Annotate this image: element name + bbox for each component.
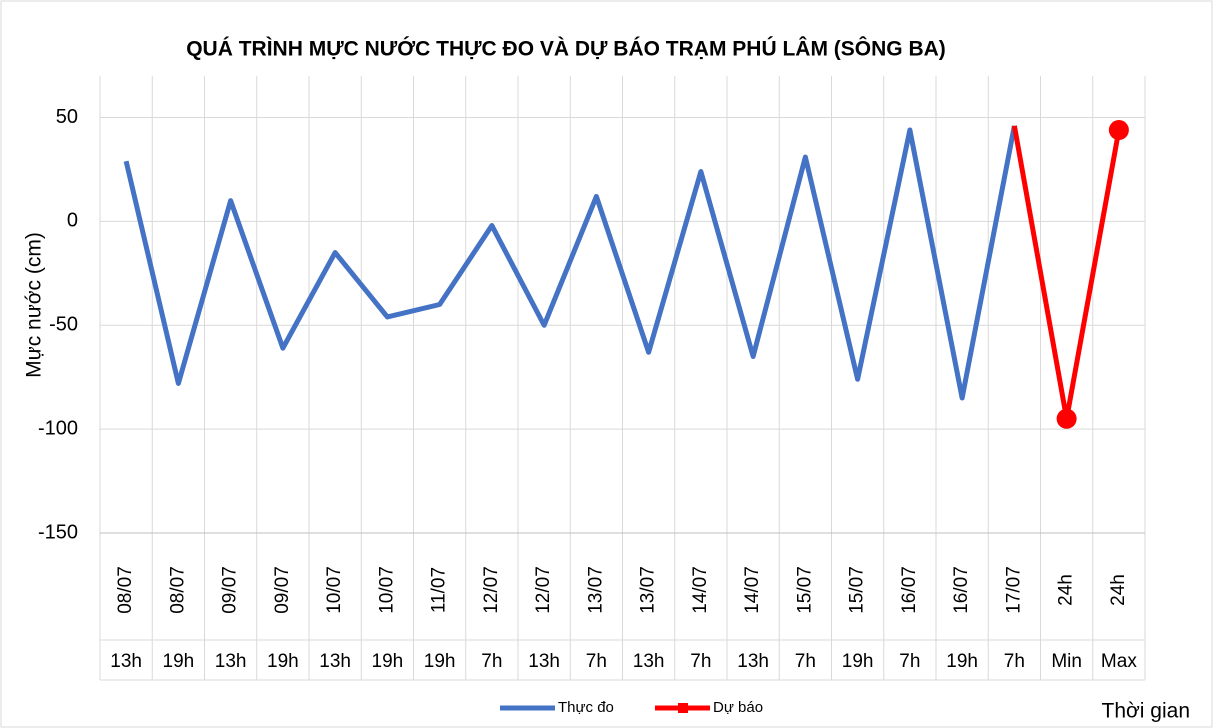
x-sub-tick-label: Min [1051,651,1082,672]
x-sub-tick-label: 7h [690,651,711,672]
x-sub-tick-label: 19h [842,651,874,672]
x-tick-label: 12/07 [481,566,502,614]
x-tick-label: 24h [1108,574,1129,606]
chart-title: QUÁ TRÌNH MỰC NƯỚC THỰC ĐO VÀ DỰ BÁO TRẠ… [186,37,946,61]
x-sub-tick-label: 13h [737,651,769,672]
x-tick-label: 16/07 [899,566,920,614]
x-sub-tick-label: 13h [110,651,142,672]
y-axis-label: Mực nước (cm) [23,232,46,378]
y-tick-label: -150 [38,521,78,543]
x-tick-label: 10/07 [324,566,345,614]
x-tick-label: 13/07 [585,566,606,614]
line-series [123,125,1017,401]
x-sub-tick-label: 19h [267,651,299,672]
y-tick-label: -100 [38,417,78,439]
y-tick-label: -50 [49,314,78,336]
x-tick-label: 12/07 [533,566,554,614]
x-sub-tick-label: 7h [481,651,502,672]
x-sub-tick-label: 13h [319,651,351,672]
x-tick-label: 14/07 [690,566,711,614]
x-tick-label: 09/07 [220,566,241,614]
x-tick-label: 17/07 [1003,566,1024,614]
x-sub-tick-label: 7h [1004,651,1025,672]
x-sub-tick-label: 19h [163,651,195,672]
point-marker [1056,408,1077,429]
x-tick-label: 15/07 [847,566,868,614]
x-sub-tick-label: 7h [795,651,816,672]
legend-marker [678,703,688,713]
x-axis-label: Thời gian [1102,700,1190,723]
x-sub-tick-label: 7h [899,651,920,672]
x-sub-tick-label: 13h [633,651,665,672]
x-tick-label: 10/07 [376,566,397,614]
x-tick-label: 14/07 [742,566,763,614]
point-marker [1108,120,1129,141]
legend-label: Thực đo [558,699,614,716]
x-sub-tick-label: 19h [424,651,456,672]
x-tick-label: 11/07 [429,567,450,613]
x-tick-label: 24h [1056,574,1077,606]
x-tick-label: 08/07 [115,566,136,614]
x-sub-tick-label: 7h [586,651,607,672]
x-tick-label: 08/07 [167,566,188,614]
x-tick-label: 13/07 [638,566,659,614]
y-tick-label: 0 [67,210,78,232]
x-sub-tick-label: 13h [528,651,560,672]
y-tick-label: 50 [56,106,78,128]
x-tick-label: 15/07 [794,566,815,614]
x-sub-tick-label: 19h [946,651,978,672]
legend-label: Dự báo [713,699,763,716]
x-sub-tick-label: 19h [372,651,404,672]
x-sub-tick-label: 13h [215,651,247,672]
x-sub-tick-label: Max [1101,651,1137,672]
x-tick-label: 09/07 [272,566,293,614]
x-tick-label: 16/07 [951,566,972,614]
